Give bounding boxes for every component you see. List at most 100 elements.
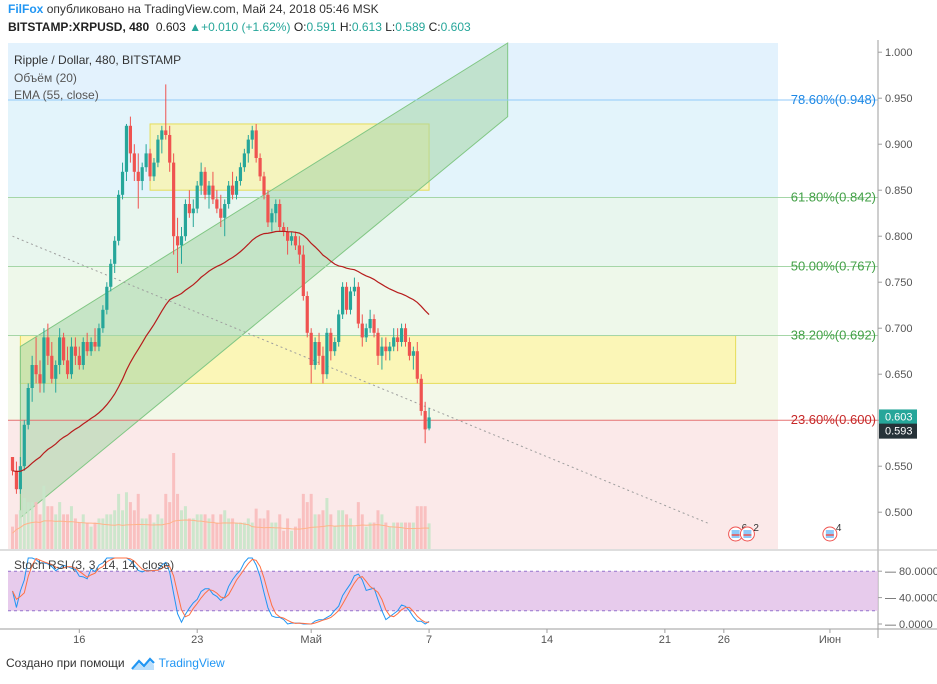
volume-bar <box>14 514 18 549</box>
time-tick-label: 21 <box>659 634 671 646</box>
volume-bar <box>380 514 384 549</box>
candle-body <box>61 337 66 361</box>
published-note: опубликовано на TradingView.com, Май 24,… <box>46 2 379 16</box>
candle-body <box>14 470 19 490</box>
volume-bar <box>38 514 42 549</box>
candle-body <box>289 236 294 241</box>
candle-body <box>77 355 81 365</box>
candle-body <box>199 171 203 186</box>
candle-body <box>172 162 176 237</box>
volume-bar <box>199 514 203 549</box>
author-name[interactable]: FilFox <box>8 2 44 16</box>
volume-bar <box>329 514 333 549</box>
candle-body <box>50 355 54 379</box>
price-tag-bg <box>879 423 917 439</box>
candle-body <box>297 245 301 255</box>
candle-body <box>293 236 298 246</box>
volume-bar <box>246 518 250 549</box>
event-count: 2 <box>753 523 759 534</box>
candle-body <box>93 342 97 347</box>
candle-body <box>128 125 132 154</box>
volume-bar <box>176 493 180 549</box>
trend-line <box>12 235 709 524</box>
trend-line-dashed <box>12 235 709 524</box>
volume-bar <box>258 518 262 549</box>
volume-bar <box>11 526 14 549</box>
open-label: O: <box>293 20 307 34</box>
candle-body <box>120 171 125 195</box>
volume-bar <box>337 510 341 549</box>
candle-body <box>34 365 38 375</box>
volume-bar <box>183 506 187 549</box>
volume-bar <box>364 526 368 549</box>
time-tick-label: Май <box>300 634 322 646</box>
event-markers[interactable]: 624 <box>728 523 842 542</box>
price-tag-label: 0.603 <box>885 411 913 423</box>
candle-body <box>329 332 333 352</box>
candle-body <box>195 185 199 209</box>
candle-body <box>227 185 231 204</box>
price-tick-label: 0.550 <box>885 461 913 473</box>
volume-bar <box>305 502 309 549</box>
price-tick-label: 0.750 <box>885 277 913 289</box>
up-triangle-icon: ▲ <box>189 20 202 34</box>
candle-body <box>234 181 239 195</box>
candle-body <box>54 365 58 379</box>
candle-body <box>364 328 368 338</box>
candle-body <box>85 342 89 352</box>
candle-body <box>30 365 34 388</box>
volume-bar <box>152 522 156 549</box>
volume-bar <box>46 506 50 549</box>
volume-bar <box>333 526 337 549</box>
price-chart[interactable]: 78.60%(0.948) 61.80%(0.842) 50.00%(0.767) 3… <box>0 40 937 656</box>
volume-bar <box>215 522 219 549</box>
volume-bar <box>227 518 231 549</box>
volume-bar <box>211 514 215 549</box>
candle-body <box>274 204 278 214</box>
candle-body <box>262 176 266 195</box>
volume-bar <box>341 510 345 549</box>
volume-bar <box>203 514 207 549</box>
volume-bar <box>250 522 254 549</box>
candle-body <box>356 286 360 324</box>
volume-bar <box>317 514 321 549</box>
candles <box>10 84 431 494</box>
volume-bar <box>270 522 274 549</box>
candle-body <box>286 231 290 241</box>
price-axis[interactable]: 1.000 0.950 0.900 0.850 0.800 0.750 0.700 0.650… <box>877 40 917 638</box>
symbol-label: BITSTAMP:XRPUSD, 480 <box>8 20 150 34</box>
candle-body <box>317 342 321 356</box>
candle-body <box>136 171 140 181</box>
volume-bar <box>352 526 356 549</box>
legend-volume: Объём (20) <box>14 71 77 85</box>
price-tick-label: 0.800 <box>885 231 913 243</box>
volume-bar <box>282 530 286 549</box>
candle-body <box>337 314 341 342</box>
volume-bar <box>101 518 105 549</box>
candle-body <box>89 342 93 352</box>
fib-label-1: 61.80%(0.842) <box>791 190 876 205</box>
volume-bar <box>207 518 211 549</box>
volume-bar <box>109 514 113 549</box>
volume-bar <box>400 522 404 549</box>
candle-body <box>191 208 195 214</box>
candle-body <box>250 130 254 140</box>
ohlc-header: BITSTAMP:XRPUSD, 480 0.603 ▲+0.010 (+1.6… <box>8 20 471 34</box>
volume-bar <box>34 502 38 549</box>
volume-bar <box>81 514 85 549</box>
event-flag-icon[interactable]: 4 <box>822 523 842 542</box>
volume-bar <box>360 514 364 549</box>
volume-bar <box>18 510 22 549</box>
volume-bar <box>144 518 148 549</box>
candle-body <box>376 332 380 356</box>
fib-band-0 <box>8 43 778 101</box>
candle-body <box>368 319 372 329</box>
candle-body <box>427 417 431 429</box>
volume-bar <box>262 518 266 549</box>
time-axis[interactable]: 16 23 Май 7 14 21 26 Июн <box>0 628 937 646</box>
candle-body <box>399 328 404 342</box>
tradingview-link[interactable]: TradingView <box>158 656 225 670</box>
event-flag-icon[interactable]: 2 <box>739 523 759 542</box>
ema-55 <box>12 230 430 473</box>
volume-bar <box>290 530 294 549</box>
